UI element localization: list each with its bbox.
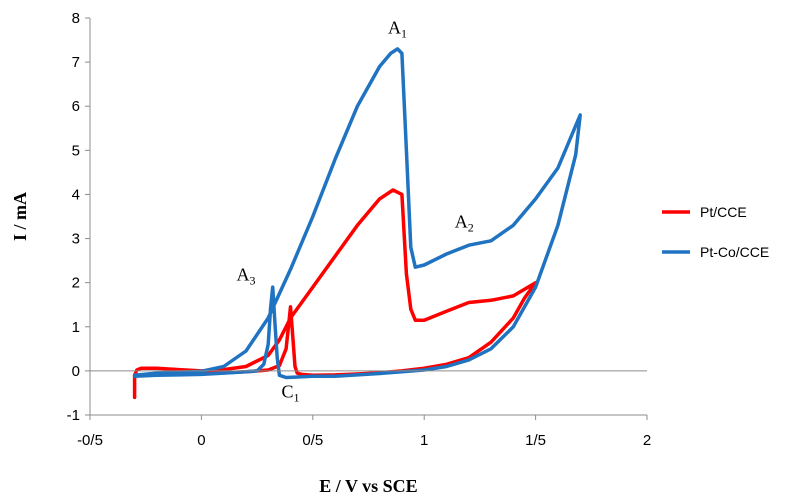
peak-label: A3 — [236, 264, 255, 287]
series-line-pt-cce — [132, 188, 538, 400]
x-tick-label: 1/5 — [525, 432, 546, 449]
y-tick-label: 1 — [72, 319, 80, 336]
series-line-pt-co-cce — [132, 47, 582, 380]
legend: Pt/CCE Pt-Co/CCE — [662, 204, 769, 260]
plot-area: A1 A2 A3 C1 — [132, 17, 582, 404]
y-tick-label: 7 — [72, 54, 80, 71]
x-tick-label: 2 — [643, 432, 651, 449]
peak-label: C1 — [282, 381, 300, 404]
x-tick-label: 0 — [197, 432, 205, 449]
y-tick-label: 4 — [72, 186, 80, 203]
x-tick-label: -0/5 — [77, 432, 103, 449]
legend-label: Pt/CCE — [700, 204, 747, 220]
y-tick-label: -1 — [67, 407, 80, 424]
peak-label: A2 — [455, 212, 474, 235]
x-axis-title: E / V vs SCE — [319, 476, 417, 496]
y-tick-label: 6 — [72, 98, 80, 115]
legend-label: Pt-Co/CCE — [700, 244, 769, 260]
y-tick-label: 2 — [72, 275, 80, 292]
y-tick-label: 3 — [72, 231, 80, 248]
y-tick-label: 5 — [72, 142, 80, 159]
y-tick-label: 8 — [72, 10, 80, 27]
peak-label: A1 — [388, 17, 407, 40]
x-tick-label: 1 — [420, 432, 428, 449]
x-tick-label: 0/5 — [302, 432, 323, 449]
y-tick-label: 0 — [72, 363, 80, 380]
axes: -1 0 1 2 3 4 5 6 7 8 -0/5 0 0/5 1 1/5 2 — [67, 10, 652, 449]
y-axis-title: I / mA — [10, 192, 30, 241]
